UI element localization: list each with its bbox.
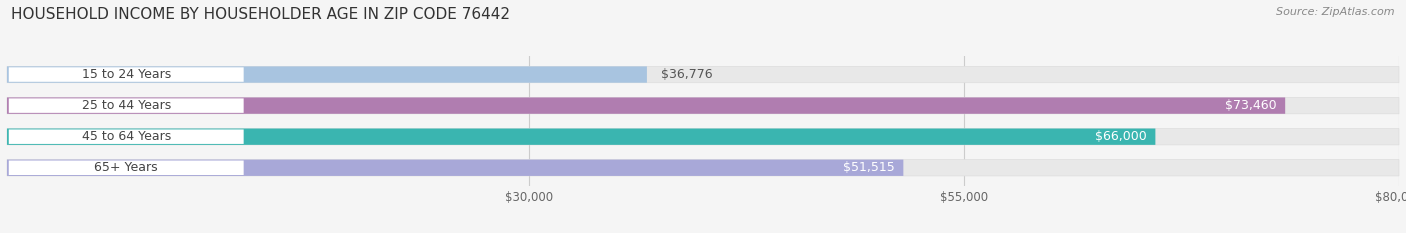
FancyBboxPatch shape [7,97,1399,114]
FancyBboxPatch shape [8,98,243,113]
Text: 45 to 64 Years: 45 to 64 Years [82,130,172,143]
Text: Source: ZipAtlas.com: Source: ZipAtlas.com [1277,7,1395,17]
FancyBboxPatch shape [7,66,1399,83]
FancyBboxPatch shape [8,67,243,82]
FancyBboxPatch shape [7,160,903,176]
FancyBboxPatch shape [7,129,1399,145]
Text: $51,515: $51,515 [844,161,894,174]
FancyBboxPatch shape [7,129,1156,145]
Text: 65+ Years: 65+ Years [94,161,157,174]
Text: 25 to 44 Years: 25 to 44 Years [82,99,172,112]
Text: $73,460: $73,460 [1225,99,1277,112]
Text: HOUSEHOLD INCOME BY HOUSEHOLDER AGE IN ZIP CODE 76442: HOUSEHOLD INCOME BY HOUSEHOLDER AGE IN Z… [11,7,510,22]
FancyBboxPatch shape [7,66,647,83]
FancyBboxPatch shape [7,97,1285,114]
Text: $66,000: $66,000 [1095,130,1147,143]
Text: 15 to 24 Years: 15 to 24 Years [82,68,172,81]
Text: $36,776: $36,776 [661,68,713,81]
FancyBboxPatch shape [7,160,1399,176]
FancyBboxPatch shape [8,161,243,175]
FancyBboxPatch shape [8,130,243,144]
